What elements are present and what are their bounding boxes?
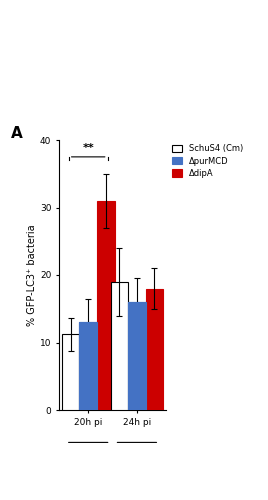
- Bar: [111, 282, 128, 410]
- Bar: [97, 200, 114, 410]
- Text: **: **: [82, 144, 94, 154]
- Bar: [128, 302, 146, 410]
- Bar: [79, 322, 97, 410]
- Text: A: A: [11, 126, 23, 142]
- Bar: [128, 302, 146, 410]
- Bar: [79, 322, 97, 410]
- Y-axis label: % GFP-LC3⁺ bacteria: % GFP-LC3⁺ bacteria: [27, 224, 37, 326]
- Legend: SchuS4 (Cm), ΔpurMCD, ΔdipA: SchuS4 (Cm), ΔpurMCD, ΔdipA: [173, 144, 243, 178]
- Bar: [62, 334, 79, 410]
- Bar: [146, 288, 163, 410]
